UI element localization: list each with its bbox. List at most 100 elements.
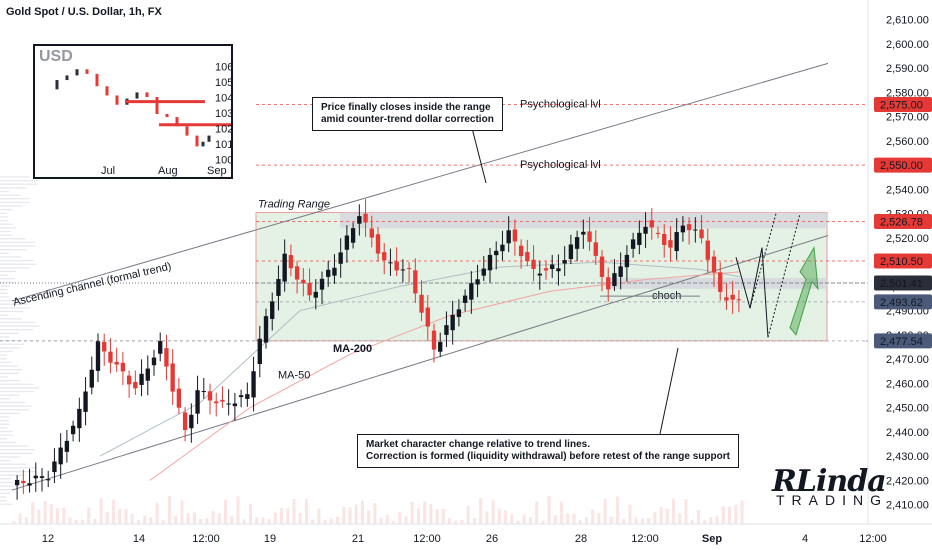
candle-body <box>475 279 480 285</box>
inset-candle <box>115 95 119 105</box>
projection-path-3 <box>767 213 801 338</box>
candle-body <box>245 394 250 399</box>
candle-body <box>238 395 244 398</box>
volume-profile-bar <box>0 296 10 298</box>
inset-title: USD <box>39 48 73 65</box>
inset-y-tick: 102.00 <box>215 123 231 135</box>
volume-profile-bar <box>0 390 35 393</box>
volume-profile-bar <box>0 270 17 273</box>
candle-body <box>438 341 443 352</box>
volume-profile-bar <box>0 219 8 222</box>
candle-body <box>531 259 536 269</box>
volume-bar <box>186 513 190 524</box>
candle-body <box>375 234 381 254</box>
volume-profile-bar <box>0 256 22 258</box>
price-label-box <box>874 333 932 349</box>
candle-body <box>618 266 623 277</box>
candle-body <box>21 480 26 484</box>
candle-body <box>201 391 206 393</box>
volume-bar <box>703 520 707 524</box>
volume-bar <box>672 498 676 524</box>
candle-body <box>382 252 387 261</box>
volume-profile-bar <box>0 430 13 433</box>
volume-bar <box>261 517 265 524</box>
volume-profile-bar <box>0 379 20 382</box>
inset-candle <box>155 97 159 114</box>
volume-bar <box>192 512 196 524</box>
volume-bar <box>24 517 28 524</box>
candle-body <box>139 373 144 385</box>
volume-bar <box>360 500 364 524</box>
volume-bar <box>280 508 284 524</box>
volume-bar <box>211 511 215 524</box>
candle-body <box>52 461 57 473</box>
volume-profile-bar <box>0 307 31 309</box>
volume-profile-bar <box>0 427 8 429</box>
volume-profile-bar <box>0 292 8 294</box>
candle-body <box>593 242 598 256</box>
volume-bar <box>105 512 109 524</box>
candle-body <box>425 307 430 327</box>
volume-profile-bar <box>0 438 7 440</box>
volume-profile-bar <box>0 489 16 491</box>
volume-bar <box>609 516 613 524</box>
volume-bar <box>348 507 352 524</box>
volume-profile-bar <box>0 263 37 265</box>
volume-profile-bar <box>0 398 11 400</box>
volume-bar <box>622 518 626 524</box>
volume-profile-bar <box>0 369 23 371</box>
candle-body <box>77 408 82 429</box>
candle-body <box>313 291 318 298</box>
candle-body <box>469 283 474 300</box>
candle-body <box>182 412 188 431</box>
volume-bar <box>242 519 246 524</box>
volume-profile-bar <box>0 405 33 407</box>
candle-body <box>39 476 45 478</box>
volume-profile-bar <box>0 336 10 338</box>
volume-profile-bar <box>0 205 23 207</box>
candle-body <box>487 254 493 271</box>
price-label-text: 2,501.41 <box>880 278 923 290</box>
volume-bar <box>174 515 178 524</box>
inset-y-tick: 101.00 <box>215 139 231 151</box>
volume-bar <box>435 509 439 524</box>
price-label-text: 2,550.00 <box>880 160 923 172</box>
candle-body <box>518 245 524 257</box>
volume-bar <box>591 509 595 524</box>
psychological-level-label: Psychological lvl <box>520 159 601 171</box>
volume-bar <box>709 517 713 524</box>
volume-bar <box>684 499 688 524</box>
y-tick-label: 2,580.00 <box>886 87 929 99</box>
candle-body <box>481 268 486 276</box>
candle-body <box>668 240 673 248</box>
candle-body <box>736 299 742 301</box>
candle-body <box>89 369 94 388</box>
candle-body <box>257 338 262 365</box>
candle-body <box>120 362 126 372</box>
volume-profile-bar <box>0 267 30 269</box>
candle-body <box>158 341 163 354</box>
volume-bar <box>149 517 153 524</box>
volume-profile-bar <box>0 325 40 327</box>
candle-body <box>195 390 200 414</box>
volume-profile-bar <box>0 285 10 287</box>
logo-sub-text: TRADING <box>776 492 888 508</box>
candle-body <box>674 232 679 252</box>
candle-body <box>220 399 225 402</box>
volume-profile-bar <box>0 183 38 185</box>
volume-bar <box>491 500 495 524</box>
candle-body <box>126 375 132 385</box>
candle-body <box>730 294 735 300</box>
volume-profile-bar <box>0 329 34 331</box>
candle-body <box>114 361 119 365</box>
price-label-box <box>874 97 932 113</box>
volume-bar <box>485 511 489 524</box>
volume-bar <box>329 518 333 524</box>
volume-bar <box>161 520 165 524</box>
y-tick-label: 2,440.00 <box>886 427 929 439</box>
volume-profile-bar <box>0 238 26 240</box>
candle-body <box>33 475 38 479</box>
volume-bar <box>441 508 445 524</box>
candle-body <box>400 269 406 271</box>
